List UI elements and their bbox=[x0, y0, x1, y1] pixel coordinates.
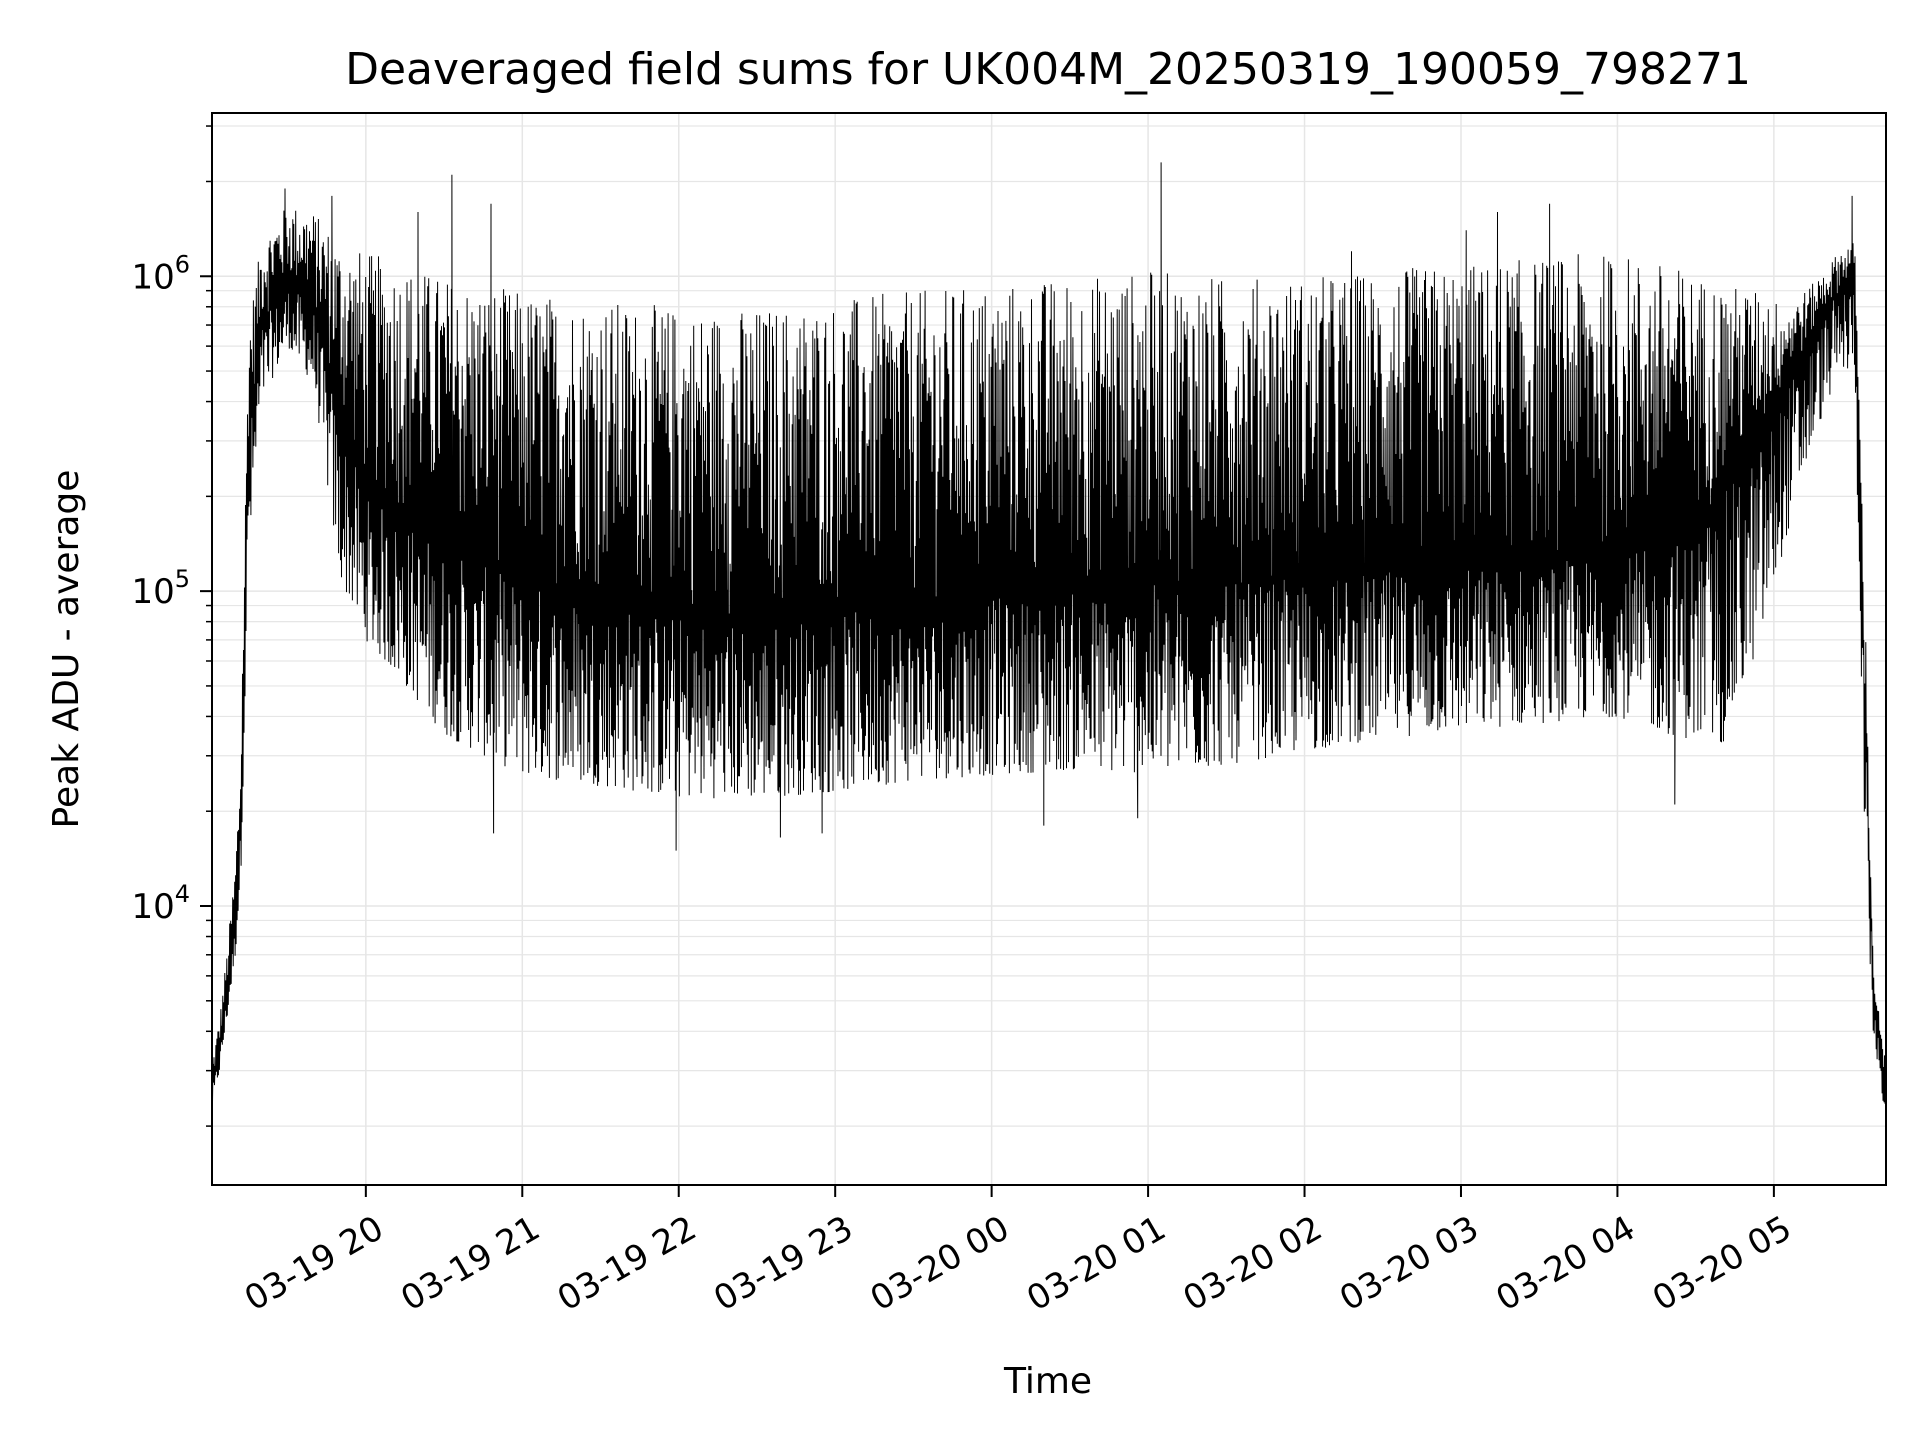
y-axis-label: Peak ADU - average bbox=[46, 470, 87, 829]
x-axis-label: Time bbox=[1003, 1361, 1092, 1402]
chart-title: Deaveraged field sums for UK004M_2025031… bbox=[345, 44, 1751, 95]
grid bbox=[212, 113, 1886, 1185]
data-series bbox=[212, 162, 1886, 1118]
plot-frame bbox=[211, 112, 1887, 1186]
y-tick-label: 104 bbox=[131, 880, 190, 927]
series-line bbox=[212, 162, 1886, 1118]
y-axis: 104 105 106 bbox=[131, 125, 212, 1127]
y-tick-label: 105 bbox=[131, 565, 190, 612]
y-tick-label: 106 bbox=[131, 250, 190, 297]
